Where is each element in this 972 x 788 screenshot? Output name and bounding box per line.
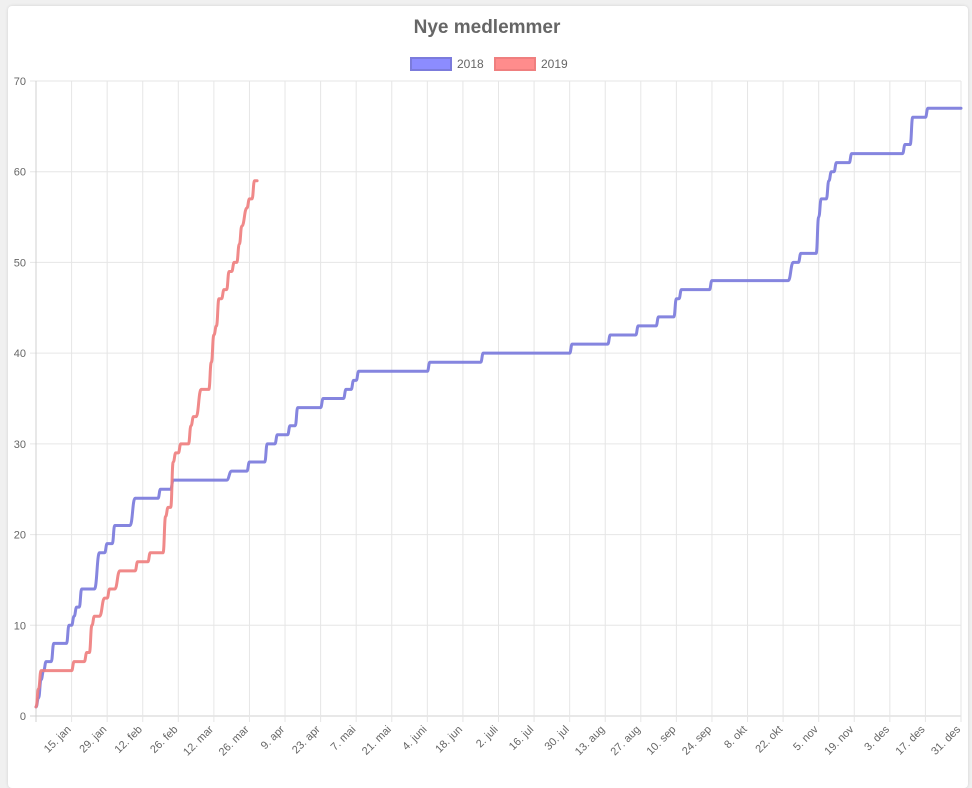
x-tick-label: 18. jun <box>433 724 465 756</box>
x-tick-label: 27. aug <box>608 724 642 758</box>
x-tick-label: 10. sep <box>644 724 678 758</box>
x-tick-label: 12. feb <box>113 724 145 756</box>
x-tick-label: 8. okt <box>722 724 750 752</box>
x-tick-label: 16. jul <box>507 724 536 753</box>
x-tick-label: 12. mar <box>181 723 216 758</box>
chart-legend: 2018 2019 <box>410 57 568 71</box>
chart-title: Nye medlemmer <box>414 17 561 38</box>
series-line-2018 <box>34 106 963 709</box>
chart-series <box>34 106 963 709</box>
y-tick-label: 30 <box>14 439 26 451</box>
x-tick-label: 31. des <box>929 723 963 757</box>
x-tick-label: 29. jan <box>77 724 109 756</box>
y-tick-label: 0 <box>20 711 26 723</box>
y-axis: 0 10 20 30 40 50 60 70 <box>14 76 26 723</box>
y-tick-label: 70 <box>14 76 26 88</box>
x-tick-label: 24. sep <box>680 724 714 758</box>
series-line-2019 <box>34 179 259 709</box>
x-tick-label: 3. des <box>862 723 892 753</box>
x-tick-label: 9. apr <box>259 723 288 752</box>
x-tick-label: 5. nov <box>791 723 821 753</box>
y-tick-label: 50 <box>14 257 26 269</box>
legend-item-2018[interactable]: 2018 <box>410 57 484 71</box>
legend-swatch <box>410 57 452 71</box>
legend-label: 2019 <box>541 57 568 71</box>
y-tick-label: 40 <box>14 348 26 360</box>
x-tick-label: 22. okt <box>753 724 785 756</box>
x-tick-label: 13. aug <box>573 724 607 758</box>
chart-grid <box>30 80 962 722</box>
x-tick-label: 23. apr <box>290 723 323 756</box>
chart-card <box>8 6 968 788</box>
x-tick-label: 26. mar <box>217 723 252 758</box>
x-tick-label: 15. jan <box>42 724 74 756</box>
y-tick-label: 60 <box>14 167 26 179</box>
legend-label: 2018 <box>457 57 484 71</box>
legend-item-2019[interactable]: 2019 <box>494 57 568 71</box>
x-tick-label: 2. juli <box>474 724 501 751</box>
legend-swatch <box>494 57 536 71</box>
x-tick-label: 7. mai <box>329 724 359 754</box>
x-axis: 15. jan 29. jan 12. feb 26. feb 12. mar 26. m… <box>42 723 964 758</box>
x-tick-label: 4. juni <box>400 724 429 753</box>
y-tick-label: 20 <box>14 530 26 542</box>
x-tick-label: 30. jul <box>543 724 572 753</box>
x-tick-label: 17. des <box>894 723 928 757</box>
x-tick-label: 21. mai <box>360 724 394 758</box>
x-tick-label: 19. nov <box>822 723 856 757</box>
x-tick-label: 26. feb <box>148 724 180 756</box>
y-tick-label: 10 <box>14 620 26 632</box>
